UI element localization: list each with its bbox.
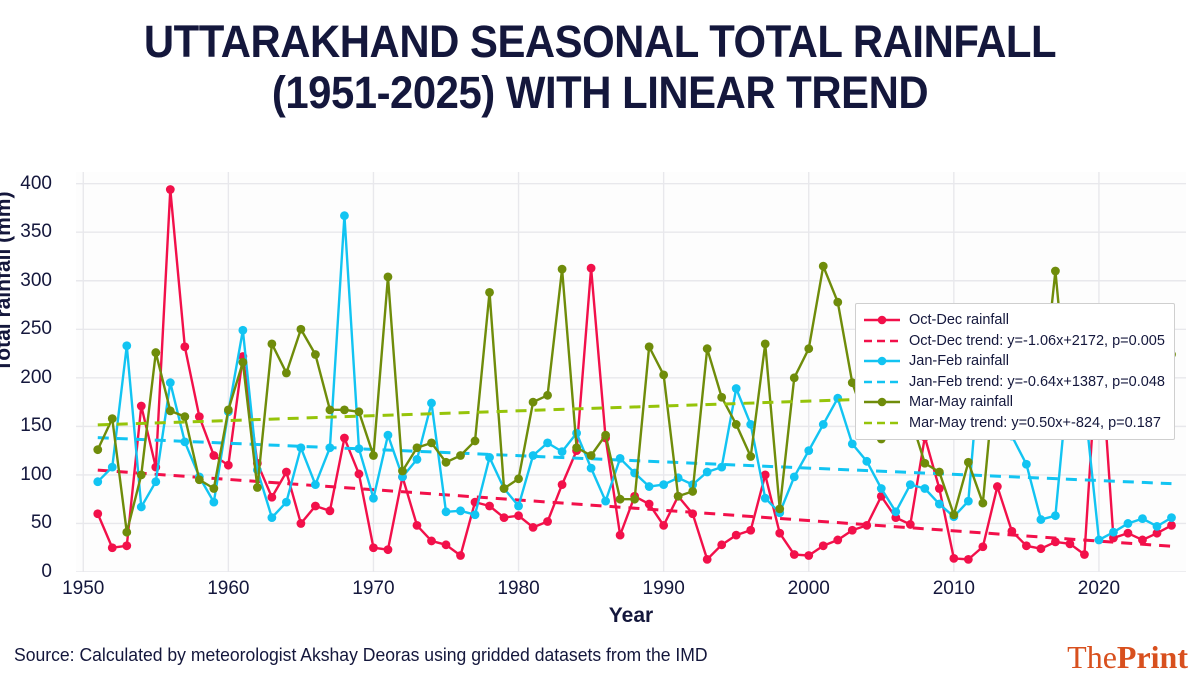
y-tick-label: 250 <box>20 318 52 340</box>
x-tick-label: 1990 <box>642 578 685 599</box>
legend-key-mar-may-trend <box>864 421 900 425</box>
y-tick-label: 50 <box>30 512 52 534</box>
chart-container: Total rainfall (mm) Year 0 50 100 150 200 250… <box>0 140 1200 627</box>
legend-key-mar-may-rainfall <box>864 397 900 407</box>
x-tick-label: 2000 <box>787 578 830 599</box>
theprint-logo: ThePrint <box>1067 638 1188 676</box>
legend-item: Jan-Feb rainfall <box>863 351 1165 372</box>
page-title: UTTARAKHAND SEASONAL TOTAL RAINFALL (195… <box>0 16 1200 118</box>
x-tick-label: 2010 <box>932 578 975 599</box>
legend-label: Mar-May rainfall <box>909 394 1013 411</box>
x-tick-label: 1980 <box>497 578 540 599</box>
y-tick-label: 300 <box>20 269 52 291</box>
logo-print-text: Print <box>1116 639 1188 675</box>
legend-key-jan-feb-trend <box>864 380 900 384</box>
x-tick-label: 2020 <box>1077 578 1121 599</box>
legend-key-jan-feb-rainfall <box>864 356 900 366</box>
y-tick-label: 400 <box>20 172 52 194</box>
title-line-2: (1951-2025) WITH LINEAR TREND <box>271 67 929 118</box>
legend-label: Oct-Dec trend: y=-1.06x+2172, p=0.005 <box>909 332 1165 349</box>
footer: Source: Calculated by meteorologist Aksh… <box>0 636 1200 685</box>
x-tick-label: 1960 <box>207 578 250 599</box>
y-tick-label: 150 <box>20 415 52 437</box>
source-note: Source: Calculated by meteorologist Aksh… <box>14 644 708 665</box>
chart-legend: Oct-Dec rainfall Oct-Dec trend: y=-1.06x+… <box>855 303 1175 440</box>
legend-key-oct-dec-trend <box>864 339 900 343</box>
legend-label: Mar-May trend: y=0.50x+-824, p=0.187 <box>909 414 1161 431</box>
legend-label: Jan-Feb trend: y=-0.64x+1387, p=0.048 <box>909 373 1165 390</box>
y-tick-label: 350 <box>20 221 52 243</box>
title-line-1: UTTARAKHAND SEASONAL TOTAL RAINFALL <box>143 16 1057 67</box>
x-tick-label: 1950 <box>62 578 105 599</box>
legend-label: Jan-Feb rainfall <box>909 353 1009 370</box>
y-tick-label: 0 <box>41 561 52 582</box>
y-tick-label: 200 <box>20 366 52 388</box>
x-axis-label: Year <box>608 604 654 627</box>
legend-item: Oct-Dec trend: y=-1.06x+2172, p=0.005 <box>863 331 1165 352</box>
y-tick-label: 100 <box>20 463 52 485</box>
legend-item: Mar-May rainfall <box>863 392 1165 413</box>
legend-item: Oct-Dec rainfall <box>863 310 1165 331</box>
legend-item: Jan-Feb trend: y=-0.64x+1387, p=0.048 <box>863 372 1165 393</box>
legend-key-oct-dec-rainfall <box>864 315 900 325</box>
legend-label: Oct-Dec rainfall <box>909 312 1009 329</box>
x-tick-label: 1970 <box>352 578 395 599</box>
logo-the-text: The <box>1067 639 1117 675</box>
legend-item: Mar-May trend: y=0.50x+-824, p=0.187 <box>863 413 1165 434</box>
